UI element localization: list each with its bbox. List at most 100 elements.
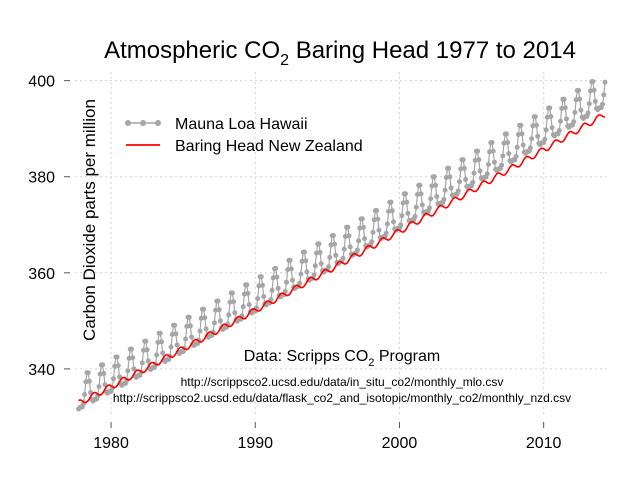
data-point-mauna-loa [125, 368, 131, 374]
data-point-mauna-loa [561, 96, 567, 102]
data-point-mauna-loa [269, 287, 275, 293]
data-point-mauna-loa [96, 384, 102, 390]
data-point-mauna-loa [586, 101, 592, 107]
data-point-mauna-loa [404, 199, 410, 205]
data-point-mauna-loa [215, 298, 221, 304]
data-point-mauna-loa [391, 219, 396, 225]
data-point-mauna-loa [288, 266, 294, 272]
data-point-mauna-loa [216, 307, 222, 313]
data-point-mauna-loa [356, 238, 362, 244]
data-point-mauna-loa [514, 144, 520, 150]
data-point-mauna-loa [549, 125, 555, 131]
data-point-mauna-loa [183, 336, 189, 342]
data-point-mauna-loa [258, 274, 264, 280]
data-point-mauna-loa [275, 285, 281, 291]
data-point-mauna-loa [114, 354, 120, 360]
data-point-mauna-loa [174, 342, 180, 348]
legend: Mauna Loa Hawaii Baring Head New Zealand [125, 116, 363, 155]
data-point-mauna-loa [519, 131, 525, 137]
x-tick-label: 2000 [382, 435, 418, 452]
data-point-mauna-loa [245, 290, 251, 296]
y-tick-label: 400 [28, 74, 55, 91]
data-point-mauna-loa [211, 320, 217, 326]
data-point-mauna-loa [506, 151, 512, 157]
legend-label-baring-head: Baring Head New Zealand [175, 138, 363, 155]
x-tick-label: 1980 [93, 435, 129, 452]
source-url-2: http://scrippsco2.ucsd.edu/data/flask_co… [113, 391, 571, 405]
data-point-mauna-loa [370, 229, 376, 235]
data-point-mauna-loa [458, 166, 464, 172]
data-point-mauna-loa [491, 159, 497, 165]
data-point-mauna-loa [240, 304, 246, 310]
source-suffix: Program [374, 348, 440, 365]
data-point-mauna-loa [316, 241, 322, 247]
data-point-mauna-loa [431, 174, 437, 180]
data-point-mauna-loa [417, 182, 423, 188]
data-point-mauna-loa [388, 199, 394, 205]
data-point-mauna-loa [345, 224, 351, 230]
data-point-mauna-loa [347, 244, 353, 250]
data-point-mauna-loa [101, 371, 107, 376]
source-url-1: http://scrippsco2.ucsd.edu/data/in_situ_… [181, 375, 504, 389]
source-annotation: Data: Scripps CO2 Program [244, 348, 440, 369]
data-point-mauna-loa [317, 249, 323, 255]
data-point-mauna-loa [327, 254, 333, 260]
x-tick-label: 1990 [237, 435, 273, 452]
x-tick-label: 2010 [526, 435, 562, 452]
data-point-mauna-loa [548, 114, 554, 119]
data-point-mauna-loa [202, 315, 208, 321]
data-point-mauna-loa [556, 128, 562, 133]
data-point-mauna-loa [143, 338, 149, 344]
data-point-mauna-loa [428, 196, 434, 202]
data-point-mauna-loa [475, 148, 481, 154]
data-point-mauna-loa [274, 274, 280, 280]
data-point-mauna-loa [203, 326, 209, 332]
data-point-mauna-loa [412, 213, 418, 219]
data-point-mauna-loa [374, 208, 380, 213]
data-point-mauna-loa [154, 352, 160, 358]
data-point-mauna-loa [403, 191, 408, 197]
source-prefix: Data: Scripps CO [244, 348, 368, 365]
data-point-mauna-loa [399, 213, 405, 219]
data-point-mauna-loa [145, 358, 151, 364]
data-point-mauna-loa [460, 157, 466, 163]
data-point-mauna-loa [413, 204, 419, 210]
y-tick-label: 360 [28, 266, 55, 283]
data-point-mauna-loa [529, 136, 535, 142]
data-point-mauna-loa [303, 258, 309, 264]
source-subscript: 2 [368, 357, 374, 369]
data-point-mauna-loa [302, 249, 307, 255]
data-point-mauna-loa [231, 299, 237, 305]
data-point-mauna-loa [470, 179, 476, 185]
data-point-mauna-loa [572, 109, 578, 115]
data-point-mauna-loa [471, 170, 477, 176]
data-point-mauna-loa [576, 87, 581, 93]
legend-label-mauna-loa: Mauna Loa Hawaii [175, 116, 308, 133]
data-point-mauna-loa [446, 165, 452, 171]
legend-swatch-mauna-loa-point-3 [155, 120, 161, 126]
data-point-mauna-loa [441, 196, 447, 202]
chart-title-prefix: Atmospheric CO [104, 37, 280, 64]
data-point-mauna-loa [304, 269, 310, 275]
data-point-mauna-loa [447, 174, 453, 180]
grid-lines [75, 72, 610, 415]
chart-title-suffix: Baring Head 1977 to 2014 [289, 37, 576, 64]
data-point-mauna-loa [168, 344, 174, 350]
data-point-mauna-loa [600, 101, 605, 107]
data-point-mauna-loa [384, 221, 390, 227]
data-point-mauna-loa [535, 133, 541, 139]
data-point-mauna-loa [318, 261, 324, 267]
data-point-mauna-loa [542, 136, 548, 142]
data-point-mauna-loa [144, 347, 150, 353]
data-point-mauna-loa [82, 392, 88, 397]
data-point-mauna-loa [601, 92, 607, 98]
data-point-mauna-loa [229, 290, 235, 296]
data-point-mauna-loa [246, 302, 252, 308]
data-point-mauna-loa [354, 247, 360, 253]
legend-swatch-mauna-loa-point-2 [140, 120, 146, 126]
chart-title-subscript: 2 [280, 52, 289, 69]
data-point-mauna-loa [389, 208, 395, 214]
y-tick-label: 380 [28, 170, 55, 187]
data-point-mauna-loa [434, 194, 440, 199]
data-point-mauna-loa [418, 191, 424, 197]
